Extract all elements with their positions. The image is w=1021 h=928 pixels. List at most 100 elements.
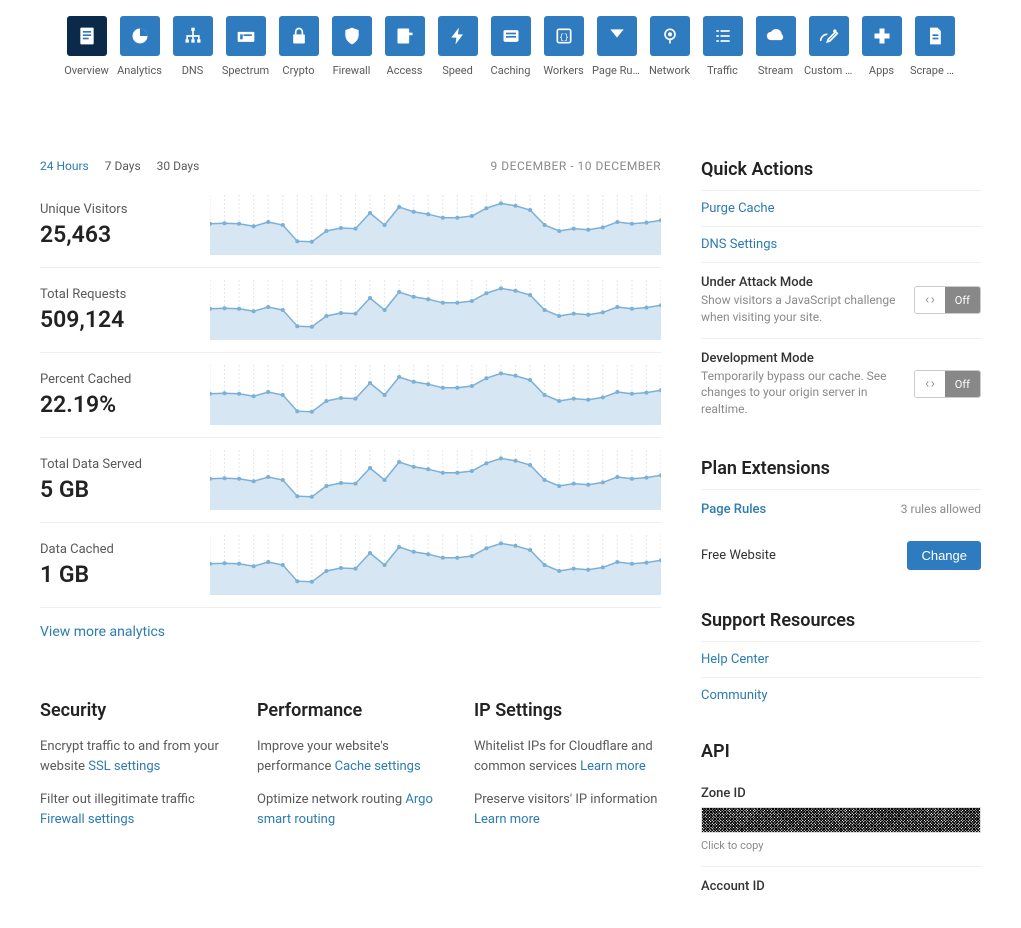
nav-label: Crypto bbox=[282, 64, 314, 77]
nav-label: Caching bbox=[491, 64, 531, 77]
metric-sparkline bbox=[210, 365, 661, 425]
api-section: API Zone ID Click to copy Account ID bbox=[701, 741, 981, 900]
quick-actions-section: Quick Actions Purge CacheDNS Settings Un… bbox=[701, 159, 981, 430]
info-link[interactable]: Learn more bbox=[580, 759, 646, 774]
info-link[interactable]: SSL settings bbox=[88, 759, 160, 774]
time-tab[interactable]: 24 Hours bbox=[40, 159, 89, 173]
metric-row: Total Data Served 5 GB bbox=[40, 438, 661, 523]
toggle-title: Development Mode bbox=[701, 351, 902, 366]
traffic-icon bbox=[703, 16, 743, 56]
metric-row: Unique Visitors 25,463 bbox=[40, 195, 661, 268]
nav-item-firewall[interactable]: Firewall bbox=[327, 16, 376, 77]
plan-name: Free Website bbox=[701, 548, 776, 563]
workers-icon bbox=[544, 16, 584, 56]
page-rules-row: Page Rules 3 rules allowed bbox=[701, 489, 981, 529]
info-item: Encrypt traffic to and from your website… bbox=[40, 737, 227, 776]
zone-id-value[interactable] bbox=[701, 807, 981, 833]
info-link[interactable]: Firewall settings bbox=[40, 812, 134, 827]
nav-item-traffic[interactable]: Traffic bbox=[698, 16, 747, 77]
scrape-icon bbox=[915, 16, 955, 56]
nav-item-speed[interactable]: Speed bbox=[433, 16, 482, 77]
pagerules-icon bbox=[597, 16, 637, 56]
ip-heading: IP Settings bbox=[474, 700, 661, 721]
info-item: Filter out illegitimate traffic Firewall… bbox=[40, 790, 227, 829]
apps-icon bbox=[862, 16, 902, 56]
toggle-desc: Temporarily bypass our cache. See change… bbox=[701, 368, 902, 418]
metric-value: 25,463 bbox=[40, 221, 190, 248]
metric-label: Total Data Served bbox=[40, 457, 190, 472]
nav-item-access[interactable]: Access bbox=[380, 16, 429, 77]
rules-allowed-label: 3 rules allowed bbox=[901, 502, 981, 516]
crypto-icon bbox=[279, 16, 319, 56]
nav-label: Scrape S... bbox=[910, 64, 959, 77]
metric-sparkline bbox=[210, 450, 661, 510]
time-tab[interactable]: 30 Days bbox=[157, 159, 200, 173]
performance-heading: Performance bbox=[257, 700, 444, 721]
support-heading: Support Resources bbox=[701, 610, 981, 641]
metric-label: Total Requests bbox=[40, 287, 190, 302]
time-range-header: 24 Hours 7 Days 30 Days 9 DECEMBER - 10 DE… bbox=[40, 159, 661, 173]
nav-label: Speed bbox=[442, 64, 473, 77]
nav-label: Access bbox=[387, 64, 423, 77]
nav-item-crypto[interactable]: Crypto bbox=[274, 16, 323, 77]
change-plan-button[interactable]: Change bbox=[907, 541, 981, 570]
quick-action-link[interactable]: Purge Cache bbox=[701, 190, 981, 226]
date-range-label: 9 DECEMBER - 10 DECEMBER bbox=[491, 159, 661, 173]
security-column: Security Encrypt traffic to and from you… bbox=[40, 700, 227, 843]
quick-toggle-row: Under Attack Mode Show visitors a JavaSc… bbox=[701, 262, 981, 338]
nav-item-caching[interactable]: Caching bbox=[486, 16, 535, 77]
metric-label: Unique Visitors bbox=[40, 202, 190, 217]
metric-row: Total Requests 509,124 bbox=[40, 268, 661, 353]
nav-label: Analytics bbox=[117, 64, 162, 77]
support-link[interactable]: Help Center bbox=[701, 641, 981, 677]
quick-action-link[interactable]: DNS Settings bbox=[701, 226, 981, 262]
metric-value: 5 GB bbox=[40, 476, 190, 503]
nav-item-analytics[interactable]: Analytics bbox=[115, 16, 164, 77]
nav-item-custompages[interactable]: Custom P... bbox=[804, 16, 853, 77]
nav-label: Apps bbox=[869, 64, 894, 77]
info-link[interactable]: Cache settings bbox=[335, 759, 421, 774]
metric-row: Percent Cached 22.19% bbox=[40, 353, 661, 438]
nav-item-workers[interactable]: Workers bbox=[539, 16, 588, 77]
spectrum-icon bbox=[226, 16, 266, 56]
access-icon bbox=[385, 16, 425, 56]
support-link[interactable]: Community bbox=[701, 677, 981, 713]
info-item: Optimize network routing Argo smart rout… bbox=[257, 790, 444, 829]
info-item: Preserve visitors' IP information Learn … bbox=[474, 790, 661, 829]
info-item: Whitelist IPs for Cloudflare and common … bbox=[474, 737, 661, 776]
metric-row: Data Cached 1 GB bbox=[40, 523, 661, 608]
click-to-copy-hint: Click to copy bbox=[701, 839, 981, 852]
time-tab[interactable]: 7 Days bbox=[105, 159, 141, 173]
overview-icon bbox=[67, 16, 107, 56]
view-more-analytics-link[interactable]: View more analytics bbox=[40, 624, 165, 640]
toggle-switch[interactable]: Off bbox=[914, 370, 981, 398]
nav-item-stream[interactable]: Stream bbox=[751, 16, 800, 77]
nav-item-pagerules[interactable]: Page Rules bbox=[592, 16, 641, 77]
nav-item-overview[interactable]: Overview bbox=[62, 16, 111, 77]
toggle-switch[interactable]: Off bbox=[914, 286, 981, 314]
info-link[interactable]: Learn more bbox=[474, 812, 540, 827]
top-nav: Overview Analytics DNS Spectrum Crypto F… bbox=[40, 10, 981, 79]
nav-item-network[interactable]: Network bbox=[645, 16, 694, 77]
nav-item-scrape[interactable]: Scrape S... bbox=[910, 16, 959, 77]
plan-extensions-heading: Plan Extensions bbox=[701, 458, 981, 489]
nav-label: Stream bbox=[758, 64, 793, 77]
nav-label: Page Rules bbox=[592, 64, 641, 77]
metric-sparkline bbox=[210, 535, 661, 595]
page-rules-link[interactable]: Page Rules bbox=[701, 502, 766, 517]
nav-label: Spectrum bbox=[222, 64, 269, 77]
metric-value: 22.19% bbox=[40, 391, 190, 418]
toggle-desc: Show visitors a JavaScript challenge whe… bbox=[701, 292, 902, 326]
analytics-icon bbox=[120, 16, 160, 56]
nav-item-spectrum[interactable]: Spectrum bbox=[221, 16, 270, 77]
nav-item-apps[interactable]: Apps bbox=[857, 16, 906, 77]
stream-icon bbox=[756, 16, 796, 56]
nav-label: Traffic bbox=[707, 64, 738, 77]
info-link[interactable]: Argo smart routing bbox=[257, 792, 433, 827]
nav-label: Overview bbox=[64, 64, 109, 77]
toggle-off-label: Off bbox=[945, 287, 980, 313]
nav-label: Firewall bbox=[333, 64, 371, 77]
toggle-off-label: Off bbox=[945, 371, 980, 397]
time-range-tabs: 24 Hours 7 Days 30 Days bbox=[40, 159, 199, 173]
nav-item-dns[interactable]: DNS bbox=[168, 16, 217, 77]
